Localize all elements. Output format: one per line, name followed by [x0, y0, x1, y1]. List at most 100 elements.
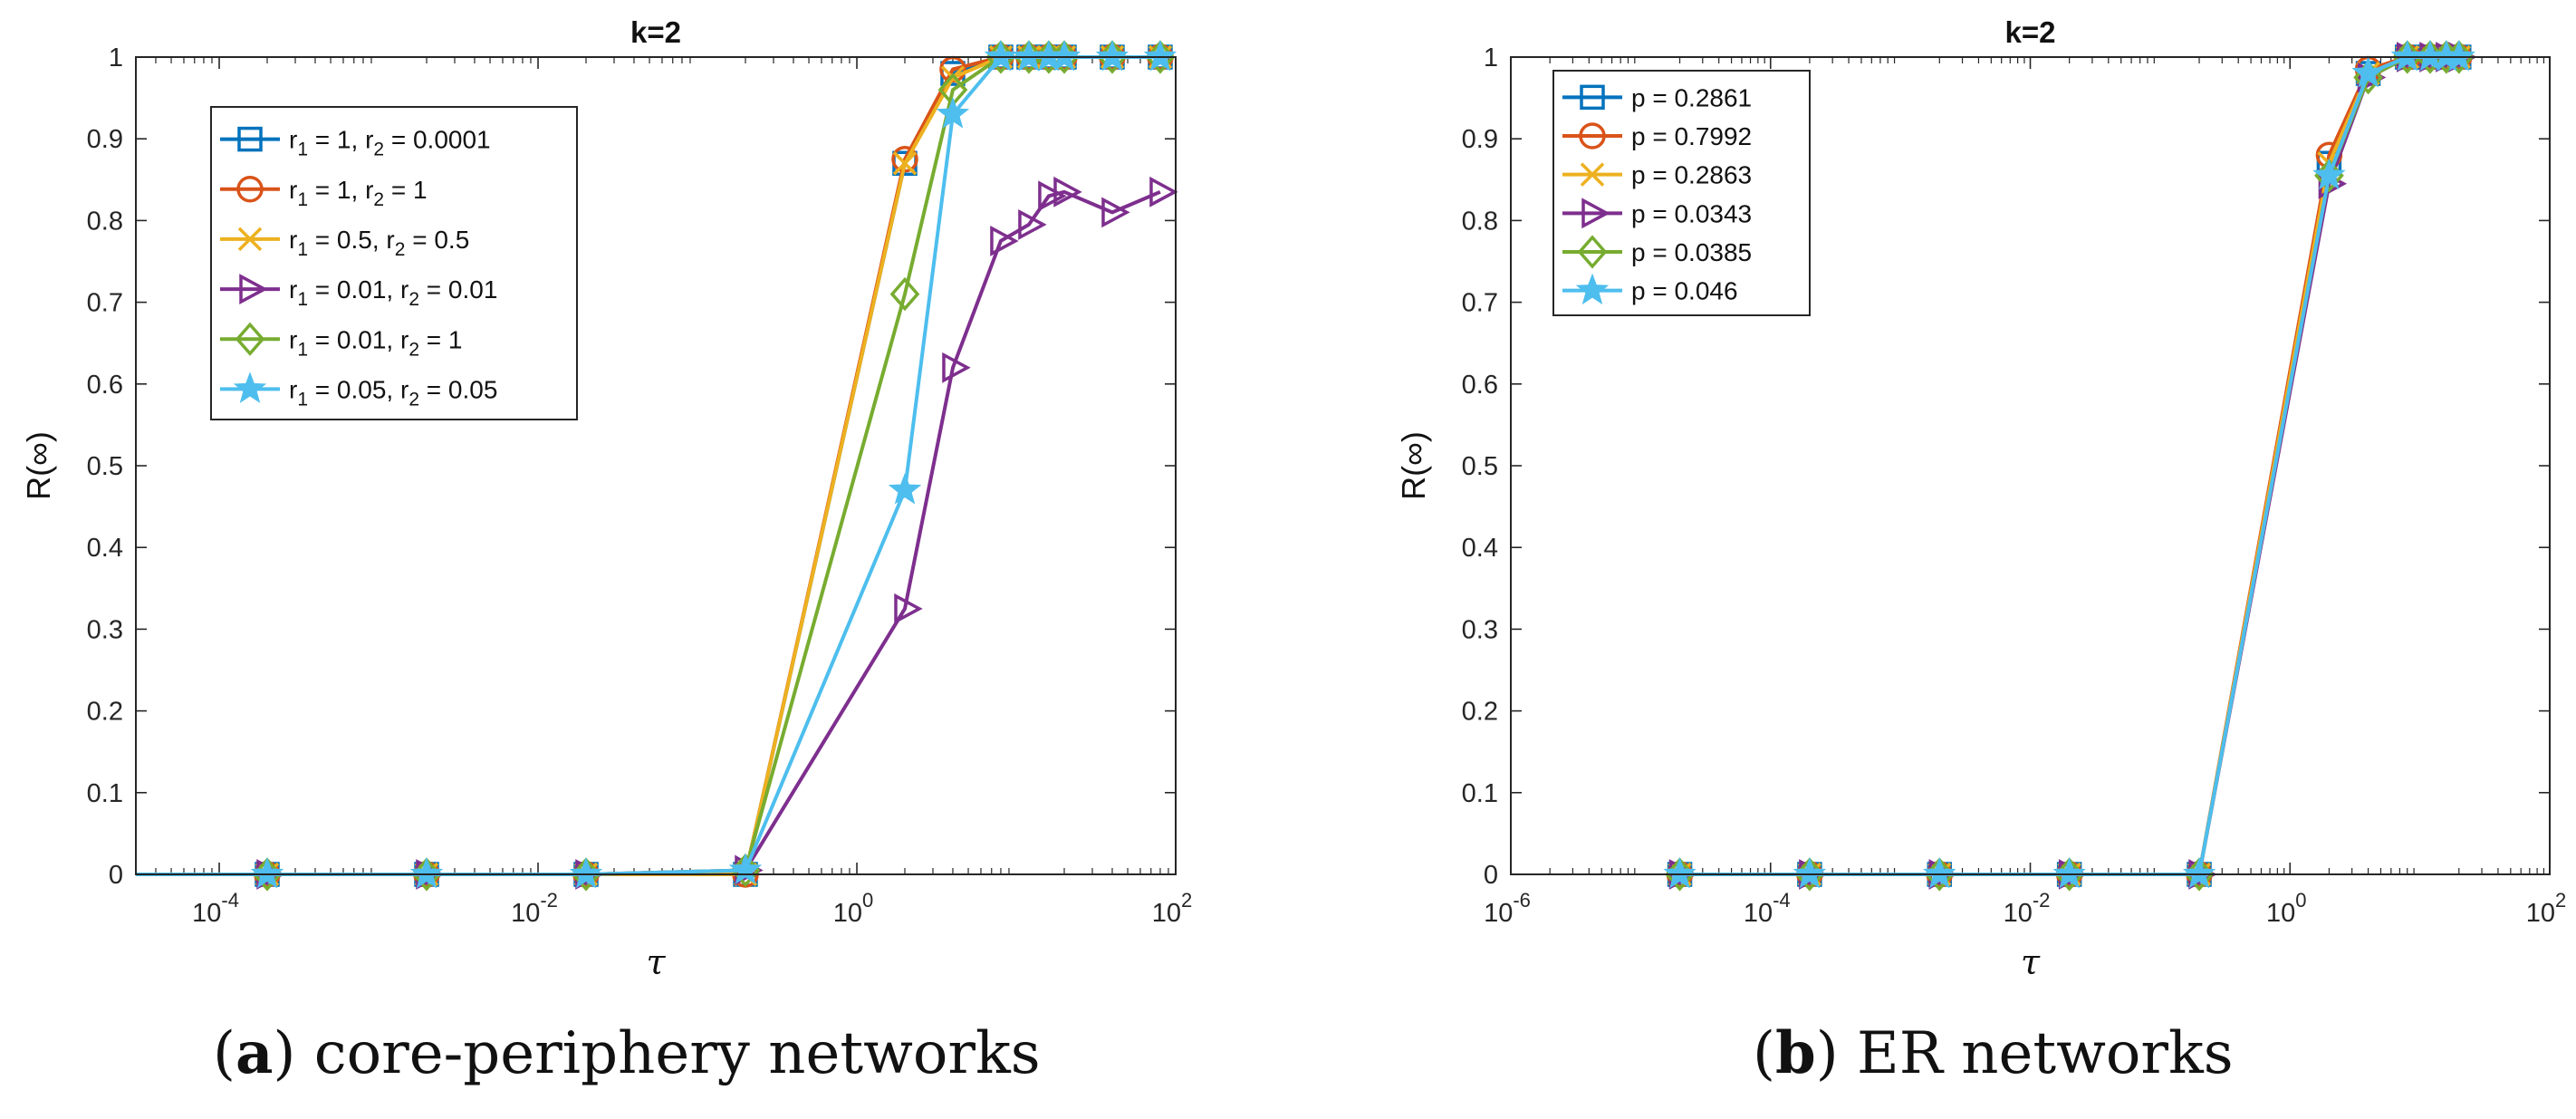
legend-text: p = 0.0385	[1631, 238, 1752, 266]
x-tick-label-base: 10	[192, 899, 221, 928]
legend-marker	[1581, 198, 1610, 229]
chart-title: k=2	[2005, 15, 2056, 49]
data-point	[1018, 208, 1047, 240]
legend-var: r	[289, 176, 297, 204]
data-point	[1047, 39, 1081, 72]
data-point	[1923, 856, 1956, 889]
data-point	[1095, 39, 1129, 72]
legend-var: r	[400, 275, 409, 304]
legend-var: r	[289, 226, 297, 254]
legend-marker	[237, 227, 263, 252]
legend-var: r	[400, 375, 409, 403]
legend-label: p = 0.7992	[1631, 122, 1752, 150]
axes-box	[135, 56, 1177, 875]
legend-marker	[1580, 84, 1605, 111]
y-tick-label: 0.8	[1462, 207, 1498, 236]
data-point	[990, 226, 1019, 256]
legend-sub: 1	[297, 239, 308, 260]
data-point	[894, 593, 923, 624]
y-tick-label: 0.7	[1462, 289, 1498, 318]
y-axis-label: R(∞)	[20, 431, 57, 500]
data-point	[1663, 856, 1697, 889]
y-tick-label: 0.2	[1462, 698, 1498, 727]
legend-sub: 1	[297, 289, 308, 310]
legend-text: = 0.01,	[308, 325, 400, 353]
legend-marker	[235, 322, 265, 356]
legend-marker	[239, 274, 268, 305]
legend-label: p = 0.046	[1631, 277, 1738, 305]
y-tick-label: 0.3	[87, 615, 123, 644]
data-point	[2312, 158, 2346, 190]
x-tick-label-base: 10	[2526, 899, 2555, 928]
legend-var: r	[365, 126, 373, 154]
legend-text: p = 0.046	[1631, 277, 1738, 305]
y-tick-label: 0.4	[1462, 534, 1498, 563]
legend-var: r	[365, 176, 373, 204]
x-axis-label: τ	[646, 942, 666, 982]
data-point	[984, 39, 1018, 72]
legend-text: = 1,	[308, 176, 365, 204]
x-axis-label: τ	[2021, 942, 2041, 982]
y-tick-label: 0	[109, 861, 123, 890]
legend-var: r	[289, 126, 297, 154]
data-point	[936, 96, 970, 129]
x-tick-label: 100	[833, 889, 874, 928]
legend-marker	[237, 126, 263, 152]
legend-var: r	[289, 375, 297, 403]
x-tick-label-exp: -4	[1773, 889, 1791, 912]
legend-sub: 2	[373, 189, 384, 210]
x-tick-label-base: 10	[1152, 899, 1181, 928]
legend-var: r	[386, 226, 394, 254]
legend-box	[1552, 70, 1811, 316]
y-tick-label: 0.9	[1462, 125, 1498, 154]
y-tick-label: 0.1	[87, 779, 123, 808]
data-point	[892, 151, 918, 176]
x-tick-label-base: 10	[833, 899, 862, 928]
data-point	[1143, 39, 1177, 72]
legend-sub: 2	[409, 289, 419, 310]
caption-b: (b) ER networks	[1753, 1019, 2234, 1087]
legend-text: = 0.5,	[308, 226, 386, 254]
legend-label: p = 0.2861	[1631, 83, 1752, 111]
chart-title: k=2	[630, 15, 681, 49]
data-point	[1038, 180, 1067, 212]
legend-marker	[1577, 235, 1608, 269]
x-tick-label-base: 10	[1744, 899, 1773, 928]
data-point	[2442, 39, 2476, 72]
legend-text: = 1	[384, 176, 427, 204]
legend-marker	[1575, 273, 1610, 305]
legend-text: = 1,	[308, 126, 365, 154]
x-tick-label: 102	[1152, 889, 1193, 928]
legend-sub: 1	[297, 339, 308, 360]
x-tick-label: 10-4	[192, 889, 239, 928]
x-tick-label-exp: -2	[540, 889, 558, 912]
x-tick-label-exp: -6	[1513, 889, 1531, 912]
x-tick-label-exp: -2	[2033, 889, 2051, 912]
data-point	[2351, 55, 2385, 88]
legend-sub: 1	[297, 389, 308, 410]
axes-box	[1510, 56, 2551, 875]
data-point	[2052, 856, 2086, 889]
legend-sub: 2	[409, 339, 419, 360]
x-tick-label-exp: 2	[1181, 889, 1192, 912]
legend-var: r	[289, 275, 297, 304]
x-tick-label: 10-6	[1484, 889, 1531, 928]
x-tick-label-base: 10	[2266, 899, 2295, 928]
y-tick-label: 0.5	[87, 452, 123, 481]
legend-label: r1 = 1, r2 = 1	[289, 176, 428, 210]
legend-var: r	[289, 325, 297, 353]
x-tick-label-base: 10	[2004, 899, 2033, 928]
legend-label: r1 = 0.05, r2 = 0.05	[289, 375, 497, 410]
legend-label: r1 = 0.01, r2 = 1	[289, 325, 462, 360]
legend-text: p = 0.2861	[1631, 83, 1752, 111]
x-tick-label-base: 10	[511, 899, 540, 928]
legend-label: r1 = 0.01, r2 = 0.01	[289, 275, 497, 310]
y-tick-label: 0.8	[87, 207, 123, 236]
legend-label: p = 0.2863	[1631, 161, 1752, 189]
data-point	[250, 856, 284, 889]
data-point	[1149, 176, 1178, 207]
